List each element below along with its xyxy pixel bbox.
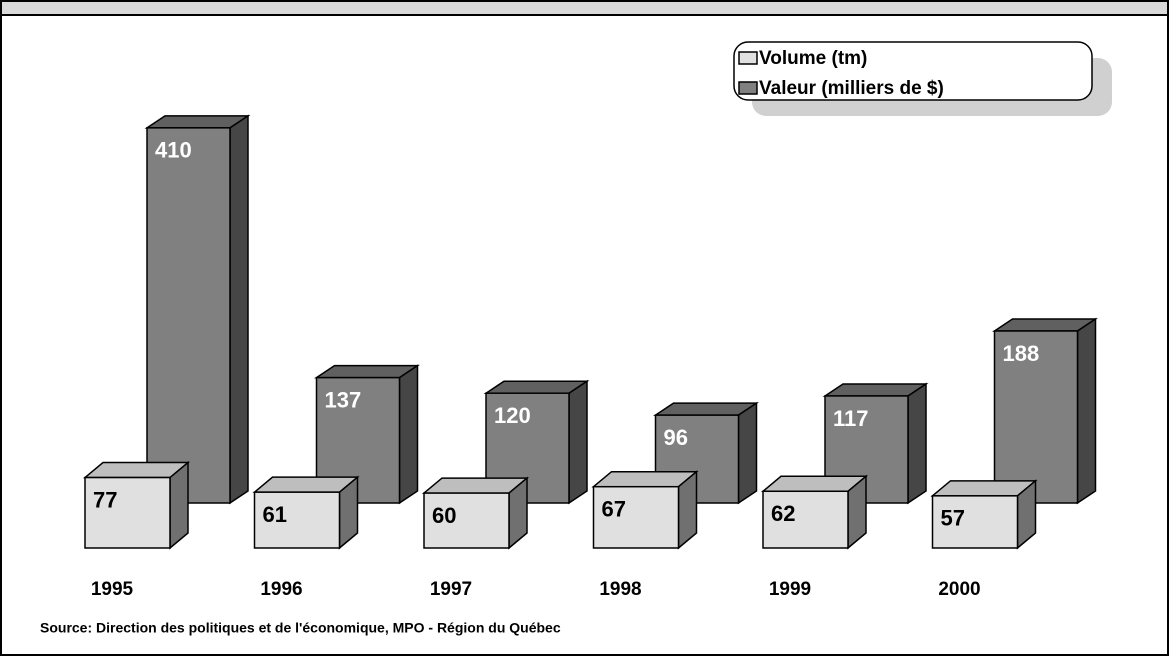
bar-side: [398, 364, 419, 505]
data-label: 67: [602, 497, 626, 522]
bar-front: [253, 491, 341, 549]
data-label: 60: [432, 503, 456, 528]
legend-box: [733, 41, 1093, 101]
x-tick-label: 1997: [430, 579, 472, 600]
bar-front: [931, 495, 1019, 549]
bar-3d: [992, 317, 1098, 505]
data-label: 96: [664, 425, 688, 450]
bar-side: [1076, 317, 1097, 505]
bar-side: [907, 382, 927, 505]
source-note: Source: Direction des politiques et de l…: [40, 620, 561, 636]
bar-3d: [82, 460, 191, 550]
legend-label: Valeur (milliers de $): [759, 78, 944, 99]
bar-front: [592, 485, 680, 549]
bar-front: [762, 490, 849, 549]
bar-front: [993, 330, 1079, 504]
x-tick-label: 1999: [769, 579, 811, 600]
bar-3d: [760, 474, 869, 550]
x-tick-label: 1998: [599, 579, 641, 600]
bar-3d: [591, 470, 699, 550]
bar-side: [568, 379, 588, 505]
bar-3d: [144, 114, 251, 505]
bar-3d: [421, 476, 530, 550]
data-label: 117: [833, 406, 869, 431]
x-tick-label: 1995: [91, 579, 134, 600]
data-label: 61: [263, 502, 287, 527]
bar-side: [169, 460, 189, 550]
bar-3d: [252, 475, 360, 550]
legend-swatch: [738, 51, 758, 65]
data-label: 57: [941, 506, 965, 531]
x-tick-label: 1996: [260, 579, 302, 600]
data-label: 120: [494, 403, 531, 428]
data-label: 77: [93, 487, 117, 512]
header-strip: [0, 0, 1169, 16]
legend-swatch: [738, 81, 758, 95]
data-label: 62: [771, 501, 795, 526]
bar-side: [229, 114, 249, 505]
bar-3d: [930, 479, 1038, 550]
data-label: 410: [155, 138, 192, 163]
bar-front: [423, 492, 510, 549]
data-label: 137: [325, 387, 362, 412]
bar-front: [84, 476, 171, 549]
bar-side: [737, 401, 758, 505]
legend-label: Volume (tm): [759, 48, 867, 69]
x-tick-label: 2000: [938, 579, 980, 600]
bar-front: [146, 127, 231, 504]
data-label: 188: [1003, 341, 1040, 366]
